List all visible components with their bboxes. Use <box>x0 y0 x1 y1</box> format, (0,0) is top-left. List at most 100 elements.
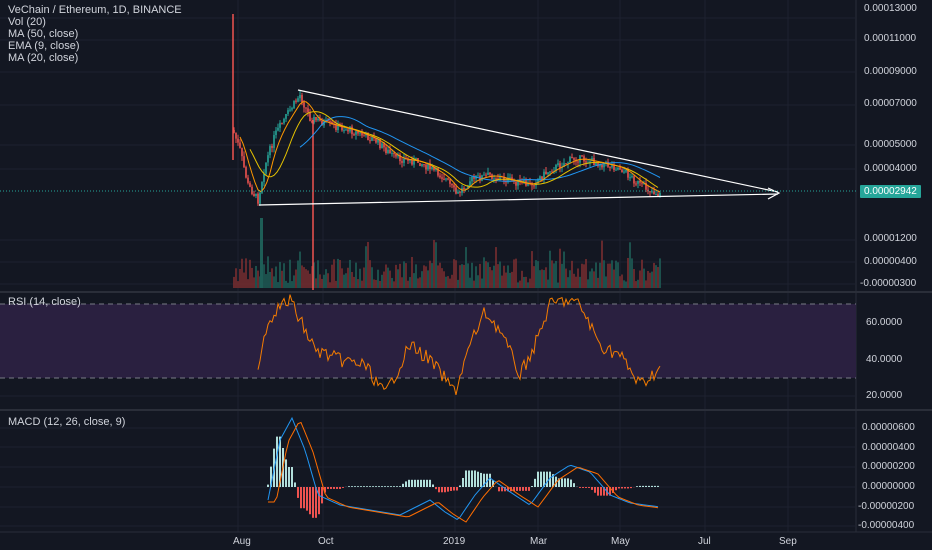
volume-bar <box>659 258 661 288</box>
rsi-path <box>257 294 661 396</box>
indicator-ma50[interactable]: MA (50, close) <box>8 28 79 40</box>
volume-bar <box>595 262 597 288</box>
rsi-tick: 40.0000 <box>866 354 903 365</box>
ma50-line <box>299 116 661 182</box>
volume-bar <box>621 274 623 288</box>
candle-body <box>585 161 587 163</box>
macd-tick: 0.00000000 <box>862 481 915 492</box>
volume-bar <box>271 268 273 288</box>
candle-body <box>249 182 251 187</box>
candle-body <box>487 172 489 175</box>
candle-body <box>467 186 469 189</box>
volume-bar <box>601 240 603 288</box>
candle-body <box>533 185 535 187</box>
candle-body <box>459 191 461 193</box>
candle-body <box>511 177 513 181</box>
volume-bar <box>447 276 449 288</box>
macd-histogram-bar <box>624 487 626 489</box>
volume-bar <box>563 251 565 288</box>
candle-body <box>245 167 247 178</box>
volume-bar <box>625 281 627 288</box>
macd-histogram-bar <box>564 478 566 487</box>
macd-histogram-bar <box>531 486 533 487</box>
macd-histogram-bar <box>477 471 479 487</box>
indicator-ema9[interactable]: EMA (9, close) <box>8 40 80 52</box>
volume-bar <box>277 282 279 288</box>
candle-body <box>425 164 427 170</box>
volume-bar <box>249 259 251 288</box>
volume-bar <box>637 279 639 288</box>
volume-bar <box>393 281 395 288</box>
candle-body <box>281 122 283 124</box>
indicator-vol[interactable]: Vol (20) <box>8 16 46 28</box>
volume-bar <box>263 264 265 288</box>
macd-histogram-bar <box>381 486 383 487</box>
volume-bar <box>505 272 507 288</box>
volume-bar <box>427 270 429 288</box>
price-tick: -0.00000300 <box>860 278 917 289</box>
rsi-label[interactable]: RSI (14, close) <box>8 296 81 308</box>
macd-histogram-bar <box>288 467 290 487</box>
macd-histogram-bar <box>426 479 428 487</box>
candle-body <box>439 175 441 178</box>
volume-bar <box>541 269 543 288</box>
candle-body <box>637 180 639 184</box>
volume-bar <box>449 278 451 288</box>
indicator-ma20[interactable]: MA (20, close) <box>8 52 79 64</box>
volume-bar <box>325 269 327 288</box>
macd-histogram-bar <box>507 487 509 492</box>
macd-histogram-bar <box>402 483 404 487</box>
volume-bar <box>643 268 645 288</box>
candle-body <box>295 100 297 102</box>
candle-body <box>603 163 605 168</box>
volume-bar <box>315 278 317 288</box>
candle-body <box>609 166 611 168</box>
price-tick: 0.00009000 <box>864 66 917 77</box>
macd-histogram-bar <box>615 487 617 491</box>
macd-histogram-bar <box>441 487 443 493</box>
candle-body <box>247 177 249 183</box>
volume-bar <box>559 248 561 288</box>
volume-bar <box>309 273 311 288</box>
candle-body <box>515 181 517 186</box>
symbol-title[interactable]: VeChain / Ethereum, 1D, BINANCE <box>8 4 182 16</box>
candle-body <box>421 164 423 166</box>
chart-legend: VeChain / Ethereum, 1D, BINANCE Vol (20)… <box>8 4 182 64</box>
candle-body <box>551 171 553 173</box>
macd-histogram-bar <box>489 473 491 487</box>
volume-bar <box>569 270 571 288</box>
volume-bar <box>613 269 615 288</box>
volume-bar <box>555 260 557 288</box>
volume-bar <box>403 261 405 288</box>
macd-histogram-bar <box>600 487 602 496</box>
macd-histogram-bar <box>645 485 647 487</box>
macd-histogram-bar <box>570 479 572 487</box>
volume-bar <box>509 272 511 288</box>
volume-bar <box>233 276 235 288</box>
triangle-trendlines[interactable] <box>258 89 781 206</box>
volume-bar <box>405 263 407 288</box>
macd-histogram-bar <box>309 487 311 515</box>
candle-body <box>469 181 471 187</box>
macd-histogram-bar <box>333 487 335 489</box>
volume-bar <box>551 260 553 288</box>
macd-label[interactable]: MACD (12, 26, close, 9) <box>8 416 126 428</box>
time-label: Mar <box>530 536 548 547</box>
volume-bar <box>313 262 315 288</box>
macd-histogram-bar <box>456 487 458 491</box>
candle-body <box>435 168 437 171</box>
macd-histogram-bar <box>321 487 323 504</box>
volume-bar <box>607 263 609 288</box>
ma20-line <box>249 111 659 188</box>
volume-bar <box>425 266 427 288</box>
volume-bar <box>347 267 349 288</box>
candle-body <box>361 132 363 136</box>
macd-histogram-bar <box>351 486 353 487</box>
signal-line <box>268 421 659 523</box>
candle-body <box>429 163 431 170</box>
candle-body <box>545 171 547 175</box>
candle-body <box>571 156 573 159</box>
candle-body <box>313 117 315 123</box>
macd-histogram-bar <box>579 487 581 488</box>
